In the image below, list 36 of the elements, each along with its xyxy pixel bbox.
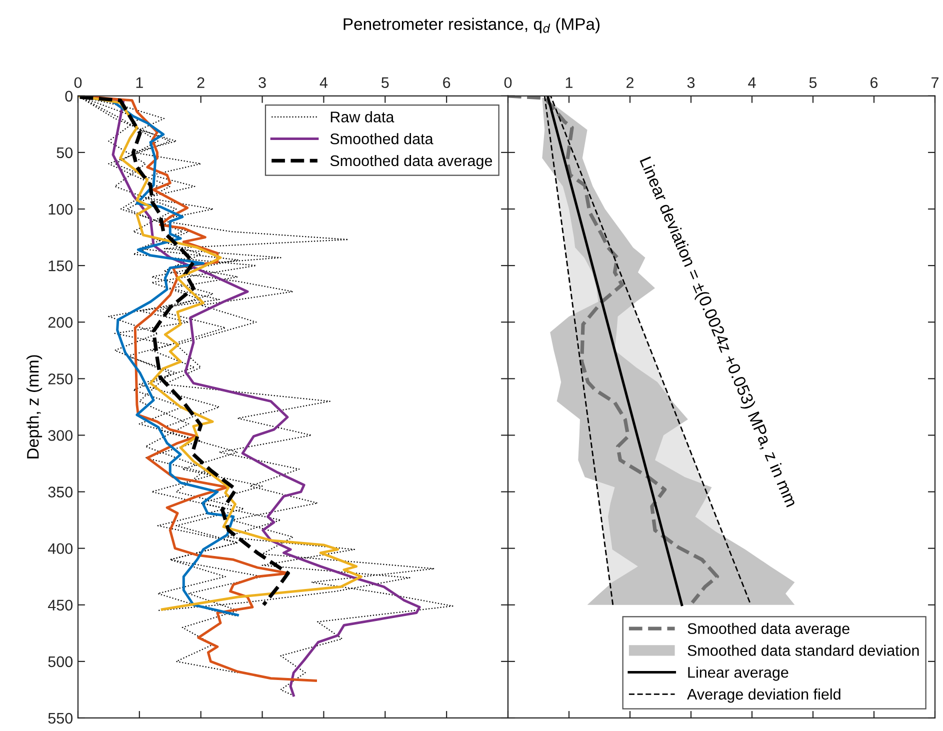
legend-label: Smoothed data average bbox=[688, 622, 850, 638]
y-tick-label: 350 bbox=[48, 486, 73, 498]
y-tick-label: 250 bbox=[48, 374, 73, 384]
x-tick-label: 0 bbox=[504, 77, 512, 88]
legend-label: Smoothed data standard deviation bbox=[688, 644, 919, 656]
x-tick-label: 4 bbox=[748, 77, 756, 88]
x-tick-label: 3 bbox=[687, 77, 695, 88]
x-tick-label: 1 bbox=[566, 77, 572, 88]
y-tick-label: 200 bbox=[48, 316, 73, 328]
x-tick-label: 4 bbox=[320, 77, 328, 88]
y-tick-label: 0 bbox=[65, 90, 73, 102]
legend-label: Raw data bbox=[330, 111, 394, 122]
legend-label: Linear average bbox=[688, 666, 788, 681]
legend-label: Smoothed data bbox=[330, 133, 434, 144]
x-tick-label: 6 bbox=[443, 77, 450, 88]
y-tick-label: 150 bbox=[48, 260, 73, 272]
x-axis-title: Penetrometer resistance, q$_{d}$ (MPa) bbox=[344, 18, 600, 34]
y-tick-label: 450 bbox=[48, 600, 73, 611]
legend-label: Smoothed data average bbox=[330, 154, 492, 170]
x-tick-label: 1 bbox=[136, 77, 143, 88]
x-tick-label: 3 bbox=[258, 77, 266, 88]
y-tick-label: 500 bbox=[48, 656, 73, 668]
x-tick-label: 0 bbox=[74, 77, 82, 88]
x-tick-label: 5 bbox=[809, 77, 817, 88]
legend-label: Average deviation field bbox=[687, 688, 840, 703]
y-axis-title: Depth, z (mm) bbox=[26, 355, 42, 458]
x-tick-label: 7 bbox=[932, 77, 938, 88]
y-tick-label: 50 bbox=[56, 147, 73, 158]
y-tick-label: 550 bbox=[48, 712, 73, 724]
y-tick-label: 300 bbox=[48, 430, 73, 441]
x-tick-label: 2 bbox=[197, 77, 204, 88]
x-tick-label: 2 bbox=[626, 77, 634, 88]
x-tick-label: 5 bbox=[382, 77, 389, 88]
y-tick-label: 400 bbox=[48, 543, 73, 554]
x-tick-label: 6 bbox=[870, 77, 878, 88]
y-tick-label: 100 bbox=[48, 204, 73, 215]
